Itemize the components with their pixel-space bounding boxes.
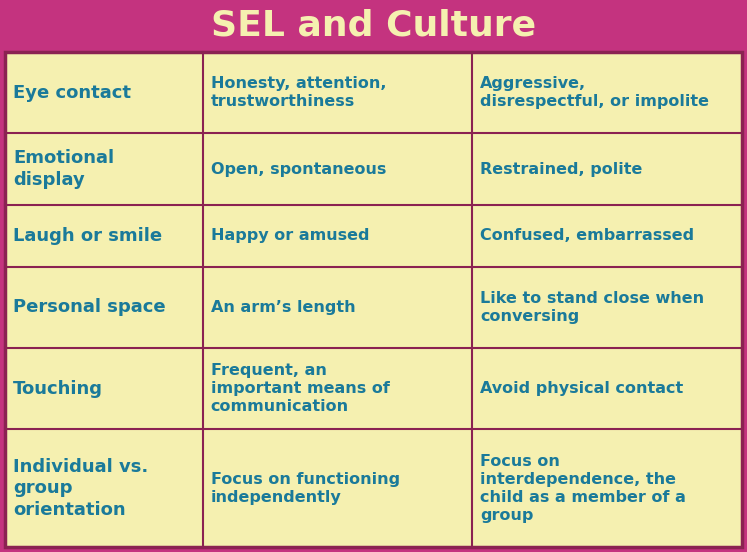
Text: Restrained, polite: Restrained, polite <box>480 162 642 177</box>
Text: Individual vs.
group
orientation: Individual vs. group orientation <box>13 458 148 519</box>
Text: SEL and Culture: SEL and Culture <box>211 9 536 43</box>
Text: Eye contact: Eye contact <box>13 84 131 102</box>
Text: Avoid physical contact: Avoid physical contact <box>480 381 684 396</box>
Text: Touching: Touching <box>13 380 103 397</box>
Text: Laugh or smile: Laugh or smile <box>13 227 162 245</box>
Text: Focus on
interdependence, the
child as a member of a
group: Focus on interdependence, the child as a… <box>480 454 686 523</box>
Text: Emotional
display: Emotional display <box>13 150 114 189</box>
Bar <box>5 52 742 547</box>
Bar <box>0 0 747 52</box>
Text: An arm’s length: An arm’s length <box>211 300 355 315</box>
Text: Honesty, attention,
trustworthiness: Honesty, attention, trustworthiness <box>211 76 386 109</box>
Text: Focus on functioning
independently: Focus on functioning independently <box>211 471 400 505</box>
Text: Open, spontaneous: Open, spontaneous <box>211 162 386 177</box>
Text: Personal space: Personal space <box>13 298 166 316</box>
Text: Like to stand close when
conversing: Like to stand close when conversing <box>480 291 704 323</box>
Text: Frequent, an
important means of
communication: Frequent, an important means of communic… <box>211 363 389 414</box>
Text: Confused, embarrassed: Confused, embarrassed <box>480 228 695 243</box>
Text: Aggressive,
disrespectful, or impolite: Aggressive, disrespectful, or impolite <box>480 76 709 109</box>
Text: Happy or amused: Happy or amused <box>211 228 369 243</box>
Bar <box>5 52 742 547</box>
